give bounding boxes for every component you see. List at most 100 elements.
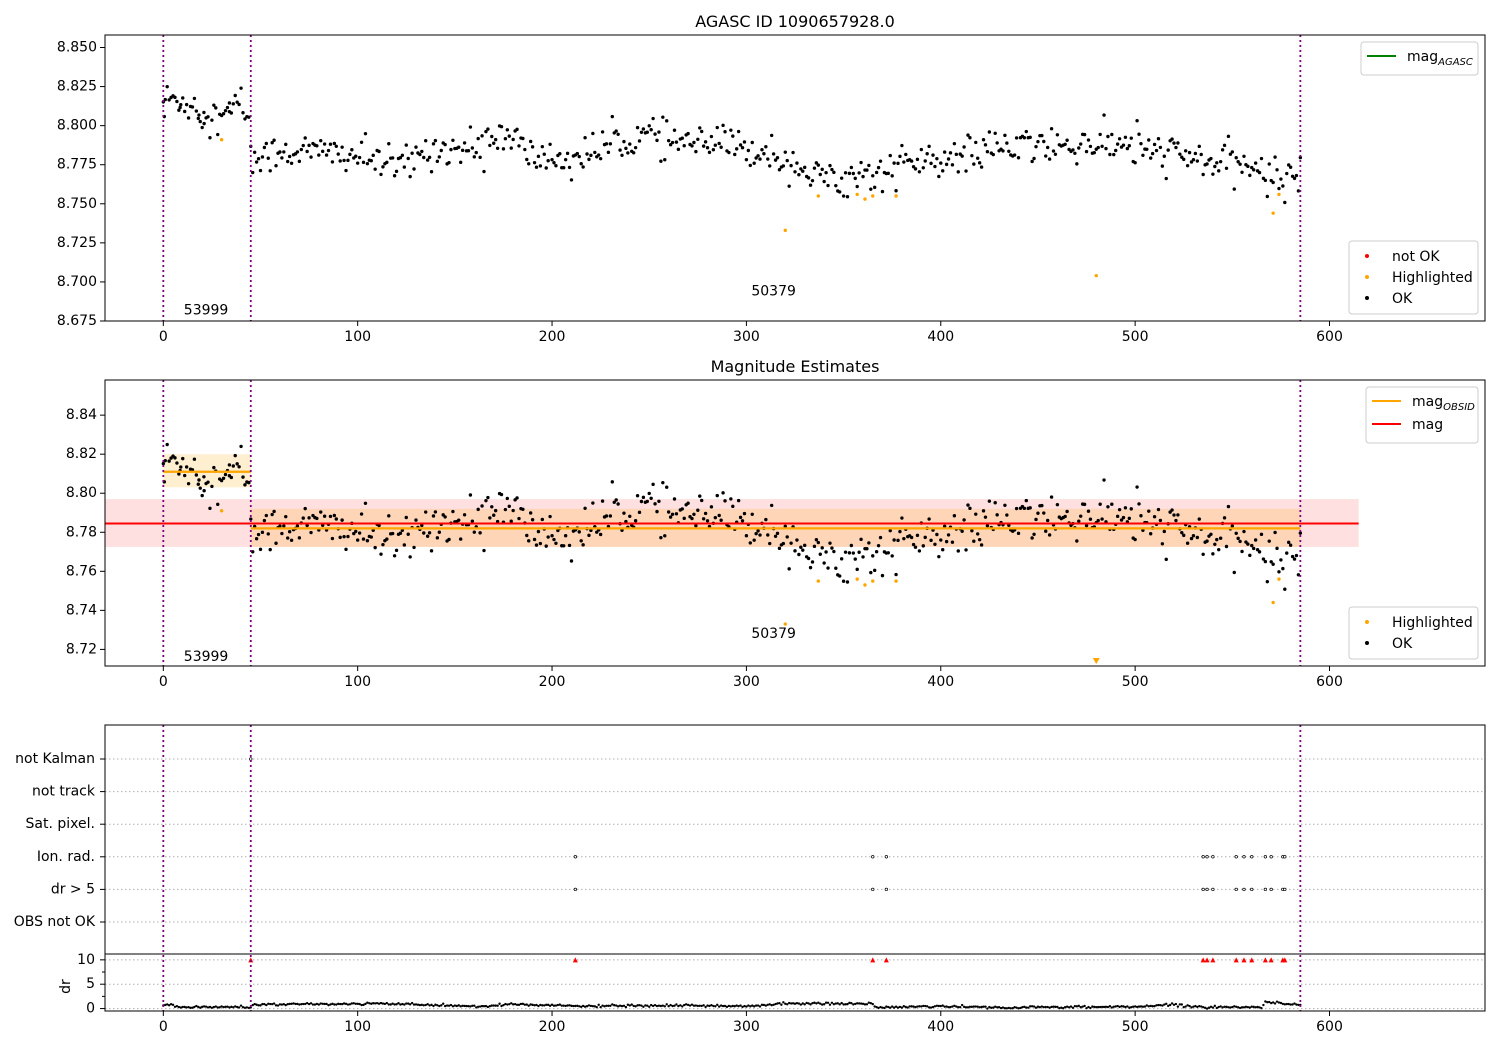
dr-capped-marker xyxy=(1262,957,1268,963)
ok-point xyxy=(1294,173,1299,178)
dr-point xyxy=(478,1005,482,1008)
ok-point xyxy=(886,171,890,176)
ok-point xyxy=(398,155,403,160)
ok-point xyxy=(1016,156,1021,160)
ok-point xyxy=(981,509,986,513)
ok-point xyxy=(1156,507,1161,512)
dr-point xyxy=(1071,1006,1075,1009)
ok-point xyxy=(309,530,313,535)
dr-point xyxy=(1201,1005,1205,1009)
dr-point xyxy=(372,1002,375,1005)
ok-point xyxy=(480,134,484,138)
ok-point xyxy=(674,140,679,144)
dr-point xyxy=(1192,1005,1195,1008)
dr-point xyxy=(539,1003,542,1007)
ok-point xyxy=(322,142,327,146)
ok-point xyxy=(1226,504,1231,509)
ok-point xyxy=(867,541,871,545)
ok-point xyxy=(1158,145,1163,150)
dr-point xyxy=(482,1005,486,1008)
legend-label: not OK xyxy=(1392,249,1440,265)
dr-point xyxy=(591,1004,595,1008)
ok-point xyxy=(956,170,960,174)
ok-point xyxy=(1263,178,1268,183)
ok-point xyxy=(379,172,383,177)
ok-point xyxy=(260,530,265,535)
ok-point xyxy=(624,146,628,151)
ok-point xyxy=(319,138,323,143)
ok-point xyxy=(777,546,782,551)
ok-point xyxy=(886,551,890,555)
dr-point xyxy=(1242,1006,1246,1009)
dr-point xyxy=(712,1004,715,1008)
ok-point xyxy=(179,465,183,469)
dr-point xyxy=(605,1004,608,1008)
ok-point xyxy=(787,184,791,188)
ok-point xyxy=(252,150,257,154)
dr-point xyxy=(667,1005,670,1008)
ok-point xyxy=(872,185,877,190)
dr-point xyxy=(1233,1005,1236,1008)
ok-point xyxy=(721,123,725,128)
x-tick-label: 400 xyxy=(927,1019,954,1035)
dr-point xyxy=(1131,1005,1135,1008)
ok-point xyxy=(1279,558,1283,562)
ok-point xyxy=(694,149,698,154)
ok-point xyxy=(795,161,799,165)
dr-point xyxy=(554,1004,558,1007)
dr-point xyxy=(947,1005,950,1009)
dr-point xyxy=(1205,1007,1209,1010)
ok-point xyxy=(1286,163,1291,167)
ok-point xyxy=(898,529,902,534)
x-tick-label: 300 xyxy=(733,674,760,690)
ok-point xyxy=(1220,148,1225,152)
ok-point xyxy=(1040,133,1044,138)
dr-point xyxy=(566,1004,569,1007)
dr-point xyxy=(904,1005,907,1009)
ok-point xyxy=(182,473,187,478)
dr-point xyxy=(1256,1005,1259,1009)
ok-point xyxy=(869,187,873,191)
dr-point xyxy=(1015,1006,1018,1009)
ok-point xyxy=(404,515,408,520)
dr-point xyxy=(1005,1007,1009,1010)
ok-point xyxy=(618,148,622,152)
ok-point xyxy=(581,543,585,547)
dr-point xyxy=(1165,1002,1168,1006)
ok-point xyxy=(274,163,278,168)
ok-point xyxy=(501,147,506,151)
dr-point xyxy=(1001,1006,1005,1009)
ok-point xyxy=(474,150,478,155)
dr-point xyxy=(434,1003,437,1006)
dr-point xyxy=(717,1005,721,1008)
dr-point xyxy=(309,1002,313,1005)
ok-point xyxy=(322,514,327,518)
ok-point xyxy=(1137,502,1141,506)
ok-point xyxy=(297,159,302,164)
dr-point xyxy=(1194,1004,1197,1008)
ok-point xyxy=(927,144,931,149)
dr-point xyxy=(1063,1005,1067,1009)
dr-point xyxy=(960,1003,964,1007)
dr-point xyxy=(1130,1006,1133,1009)
ok-point xyxy=(202,110,206,115)
x-tick-label: 500 xyxy=(1122,674,1149,690)
ok-point xyxy=(303,506,307,511)
ok-point xyxy=(1255,548,1260,552)
dr-point xyxy=(1114,1005,1117,1008)
dr-point xyxy=(1065,1005,1069,1008)
dr-point xyxy=(692,1004,696,1007)
ok-point xyxy=(567,543,572,548)
ok-point xyxy=(317,153,321,157)
dr-point xyxy=(955,1005,958,1008)
x-tick-label: 0 xyxy=(159,329,168,345)
y-tick-label: 8.675 xyxy=(57,313,97,329)
ok-point xyxy=(1098,132,1102,137)
ok-point xyxy=(1183,149,1188,153)
ok-point xyxy=(363,501,368,505)
ok-point xyxy=(414,518,418,522)
dr-point xyxy=(857,1002,861,1005)
ok-point xyxy=(766,157,770,161)
ok-point xyxy=(1250,165,1254,170)
ok-point xyxy=(1077,519,1081,523)
